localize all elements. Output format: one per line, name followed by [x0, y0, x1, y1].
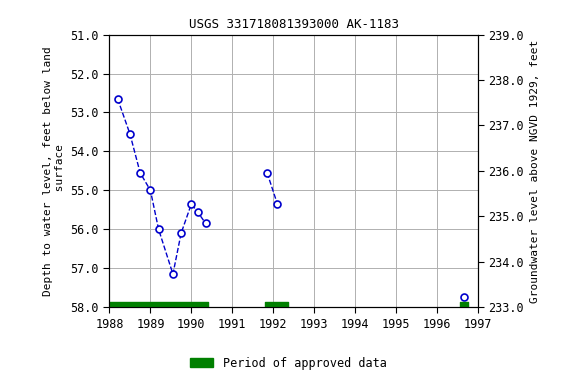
Legend: Period of approved data: Period of approved data: [185, 352, 391, 374]
Title: USGS 331718081393000 AK-1183: USGS 331718081393000 AK-1183: [189, 18, 399, 31]
Y-axis label: Depth to water level, feet below land
 surface: Depth to water level, feet below land su…: [43, 46, 65, 296]
Y-axis label: Groundwater level above NGVD 1929, feet: Groundwater level above NGVD 1929, feet: [530, 39, 540, 303]
